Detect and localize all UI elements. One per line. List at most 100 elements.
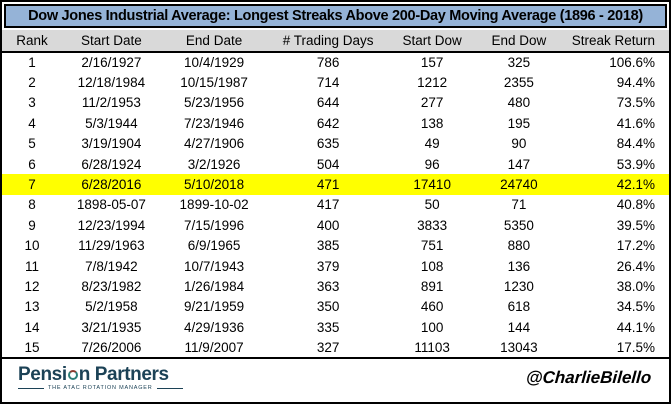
table-cell: 1212 [417, 75, 448, 91]
table-cell: 4/27/1906 [184, 136, 245, 152]
table-row: 12 8/23/1982 1/26/1984 363 891 1230 38.0% [2, 276, 669, 296]
table-cell: 379 [316, 258, 340, 274]
table-cell: 12 [24, 278, 40, 294]
table-cell: 84.4% [616, 136, 655, 152]
table-cell: 144 [507, 319, 531, 335]
table-row: 5 3/19/1904 4/27/1906 635 49 90 84.4% [2, 134, 669, 154]
table-cell: 5 [28, 136, 36, 152]
table-cell: 11/2/1953 [81, 95, 141, 111]
tagline-rule-right [156, 387, 183, 389]
table-cell: 325 [507, 55, 531, 71]
table-cell: 17410 [413, 177, 451, 193]
table-cell: 3/21/1935 [81, 319, 142, 335]
table-cell: 5/3/1944 [85, 115, 138, 131]
table-row: 13 5/2/1958 9/21/1959 350 460 618 34.5% [2, 297, 669, 317]
table-cell: 10 [24, 238, 40, 254]
table-row: 10 11/29/1963 6/9/1965 385 751 880 17.2% [2, 236, 669, 256]
table-cell: 714 [316, 75, 340, 91]
table-cell: 13043 [500, 339, 538, 355]
table-cell: 2 [28, 75, 36, 91]
column-header-end-dow: End Dow [475, 30, 563, 53]
table-cell: 5/23/1956 [184, 95, 245, 111]
table-cell: 1899-10-02 [179, 197, 249, 213]
tagline-rule-left [18, 387, 44, 389]
table-cell: 471 [316, 177, 340, 193]
table-cell: 53.9% [616, 156, 655, 172]
table-cell: 7/26/2006 [81, 339, 142, 355]
table-row: 9 12/23/1994 7/15/1996 400 3833 5350 39.5% [2, 215, 669, 235]
table-cell: 73.5% [616, 95, 655, 111]
table-row: 8 1898-05-07 1899-10-02 417 50 71 40.8% [2, 195, 669, 215]
table-cell: 277 [420, 95, 444, 111]
table-cell: 41.6% [616, 115, 655, 131]
table-cell: 880 [507, 238, 531, 254]
table-cell: 147 [507, 156, 531, 172]
table-cell: 42.1% [616, 177, 655, 193]
table-cell: 9/21/1959 [184, 299, 245, 315]
table-cell: 12/23/1994 [77, 217, 146, 233]
table-cell: 17.2% [616, 238, 655, 254]
table-row: 2 12/18/1984 10/15/1987 714 1212 2355 94.4% [2, 72, 669, 92]
table-cell: 1230 [503, 278, 534, 294]
table-cell: 460 [420, 299, 444, 315]
table-cell: 3 [28, 95, 36, 111]
table-cell: 504 [316, 156, 340, 172]
table-cell: 7/8/1942 [85, 258, 138, 274]
table-cell: 24740 [500, 177, 538, 193]
table-cell: 50 [424, 197, 440, 213]
column-header-trading-days: # Trading Days [267, 30, 389, 53]
table-cell: 4 [28, 115, 36, 131]
table-cell: 1 [28, 55, 36, 71]
table-cell: 71 [511, 197, 527, 213]
table-cell: 4/29/1936 [184, 319, 245, 335]
table-cell: 3/19/1904 [81, 136, 142, 152]
table-cell: 618 [507, 299, 531, 315]
table-cell: 11/29/1963 [78, 238, 145, 254]
table-cell: 12/18/1984 [77, 75, 146, 91]
table-cell: 108 [420, 258, 444, 274]
table-cell: 7 [28, 177, 36, 193]
table-cell: 480 [507, 95, 531, 111]
table-cell: 13 [24, 299, 40, 315]
table-cell: 335 [316, 319, 340, 335]
table-cell: 363 [316, 278, 340, 294]
table-cell: 11103 [414, 339, 450, 355]
table-cell: 385 [316, 238, 340, 254]
table-cell: 90 [511, 136, 527, 152]
table-cell: 1/26/1984 [184, 278, 245, 294]
table-cell: 6/9/1965 [187, 238, 241, 254]
table-cell: 751 [420, 238, 444, 254]
table-cell: 400 [316, 217, 340, 233]
table-cell: 327 [316, 339, 340, 355]
table-row: 14 3/21/1935 4/29/1936 335 100 144 44.1% [2, 317, 669, 337]
column-header-rank: Rank [2, 30, 63, 53]
header-row: Rank Start Date End Date # Trading Days … [2, 30, 669, 53]
table-cell: 350 [316, 299, 340, 315]
streaks-table: Rank Start Date End Date # Trading Days … [2, 30, 669, 359]
tagline-text: THE ATAC ROTATION MANAGER [48, 384, 153, 391]
logo-text-before: Pensi [18, 363, 67, 385]
table-cell: 6 [28, 156, 36, 172]
table-cell: 7/23/1946 [184, 115, 245, 131]
footer: Pensi n Partners THE ATAC ROTATION MANAGE… [2, 359, 669, 397]
table-cell: 891 [420, 278, 444, 294]
table-cell: 106.6% [609, 55, 655, 71]
logo-text-after: n Partners [78, 363, 169, 385]
table-cell: 2/16/1927 [81, 55, 142, 71]
table-cell: 786 [316, 55, 340, 71]
table-cell: 2355 [503, 75, 534, 91]
table-row: 15 7/26/2006 11/9/2007 327 11103 13043 17.5% [2, 337, 669, 357]
table-cell: 5350 [503, 217, 534, 233]
table-cell: 10/4/1929 [184, 55, 245, 71]
table-cell: 96 [424, 156, 440, 172]
globe-icon [67, 370, 78, 381]
table-row: 11 7/8/1942 10/7/1943 379 108 136 26.4% [2, 256, 669, 276]
table-cell: 44.1% [616, 319, 655, 335]
table-cell: 11 [25, 258, 40, 274]
table-cell: 8/23/1982 [81, 278, 142, 294]
table-cell: 10/7/1943 [184, 258, 245, 274]
table-cell: 635 [316, 136, 340, 152]
table-row: 1 2/16/1927 10/4/1929 786 157 325 106.6% [2, 52, 669, 72]
column-header-streak-return: Streak Return [562, 30, 669, 53]
table-cell: 9 [28, 217, 36, 233]
